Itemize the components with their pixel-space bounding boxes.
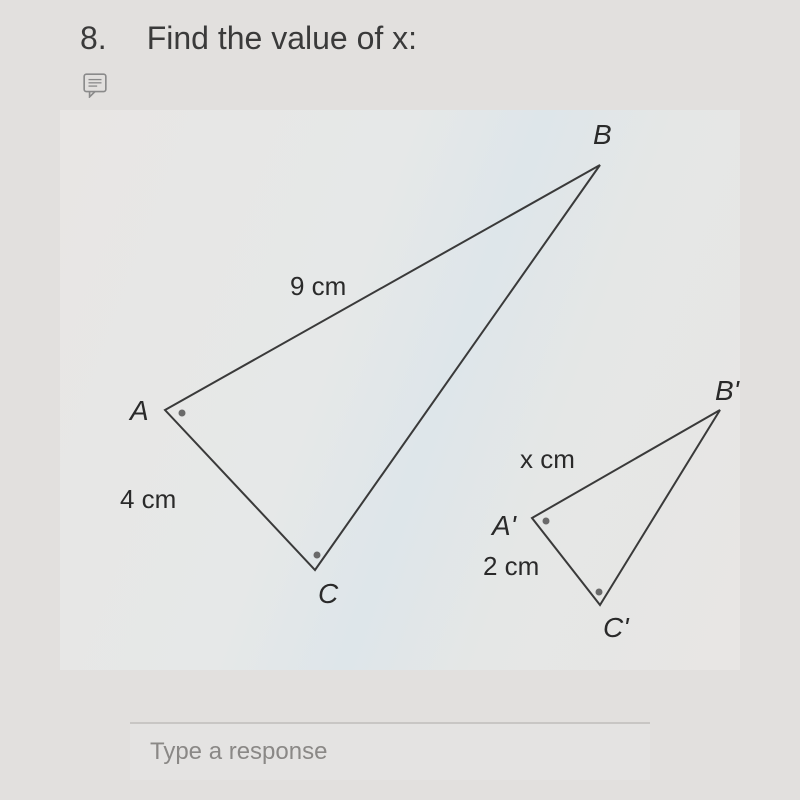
response-placeholder: Type a response [150, 738, 327, 766]
response-input-bar[interactable]: Type a response [130, 722, 650, 780]
side-label-AprimeBprime: x cm [520, 444, 575, 474]
angle-mark-A [179, 410, 186, 417]
question-text: Find the value of x: [147, 20, 417, 57]
triangle-ABC [165, 165, 600, 570]
vertex-label-Aprime: A' [490, 510, 518, 541]
vertex-label-B: B [593, 119, 612, 150]
vertex-label-Bprime: B' [715, 375, 740, 406]
triangle-AprimeBprimeCprime [532, 410, 720, 605]
vertex-label-A: A [128, 395, 149, 426]
side-label-AC: 4 cm [120, 484, 176, 514]
question-number: 8. [80, 20, 107, 57]
chat-icon[interactable] [82, 72, 108, 98]
angle-mark-C [314, 552, 321, 559]
angle-mark-Aprime [543, 518, 550, 525]
question-header: 8. Find the value of x: [0, 0, 800, 57]
triangles-diagram: A B C 9 cm 4 cm A' B' C' x cm 2 cm [60, 110, 740, 670]
vertex-label-C: C [318, 578, 339, 609]
side-label-AB: 9 cm [290, 271, 346, 301]
side-label-AprimeCprime: 2 cm [483, 551, 539, 581]
vertex-label-Cprime: C' [603, 612, 630, 643]
angle-mark-Cprime [596, 589, 603, 596]
diagram-area: A B C 9 cm 4 cm A' B' C' x cm 2 cm [60, 110, 740, 670]
